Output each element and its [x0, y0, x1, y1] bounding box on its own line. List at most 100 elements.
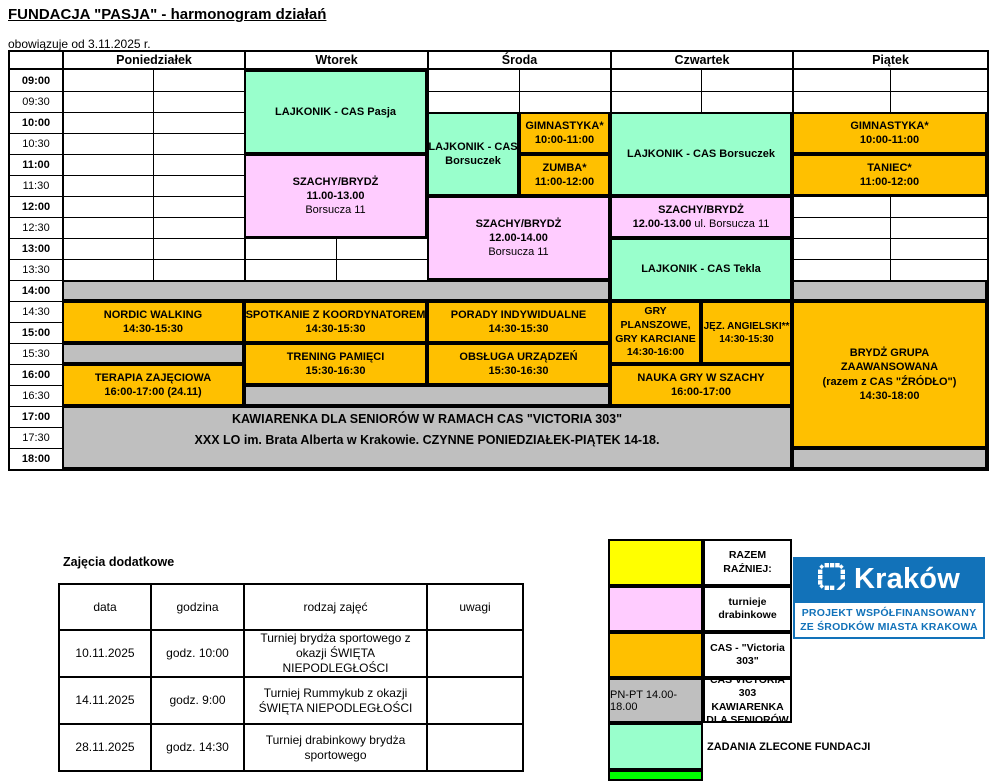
grid-cell — [792, 91, 890, 112]
grid-cell — [153, 91, 244, 112]
time-label: 09:00 — [10, 70, 62, 91]
time-label: 12:30 — [10, 217, 62, 238]
event-porady-indywidualne: PORADY INDYWIDUALNE 14:30-15:30 — [427, 301, 610, 343]
grid-cell — [701, 91, 792, 112]
grid-cell — [153, 154, 244, 175]
event-szachy-brydz-sroda: SZACHY/BRYDŻ 12.00-14.00 Borsucza 11 — [427, 196, 610, 280]
kawiarenka-note: KAWIARENKA DLA SENIORÓW W RAMACH CAS "VI… — [194, 412, 660, 447]
corner-cell — [10, 52, 62, 70]
grid-cell — [153, 217, 244, 238]
grid-cell — [792, 238, 890, 259]
event-gimnastyka-piatek: GIMNASTYKA* 10:00-11:00 — [792, 112, 987, 154]
day-header-5: Piątek — [792, 52, 987, 70]
legend-swatch-green — [608, 723, 703, 770]
extra-col-header: rodzaj zajęć — [243, 583, 428, 631]
grid-cell — [62, 196, 153, 217]
time-label: 12:00 — [10, 196, 62, 217]
grid-cell — [519, 91, 610, 112]
grid-cell — [62, 91, 153, 112]
grid-cell — [792, 196, 890, 217]
grid-cell — [890, 259, 987, 280]
event-spotkanie-z-koordynatorem: SPOTKANIE Z KOORDYNATOREM 14:30-15:30 — [244, 301, 427, 343]
grid-cell — [890, 217, 987, 238]
time-label: 10:30 — [10, 133, 62, 154]
grid-cell — [62, 133, 153, 154]
extra-table-head: data godzina rodzaj zajęć uwagi — [58, 583, 524, 631]
time-label: 17:30 — [10, 427, 62, 448]
grid-cell — [62, 175, 153, 196]
legend-swatch-pink — [608, 586, 703, 632]
legend-label: CAS VICTORIA 303 KAWIARENKA DLA SENIORÓW — [703, 674, 792, 726]
event-szachy-brydz-czwartek: SZACHY/BRYDŻ 12.00-13.00 ul. Borsucza 11 — [610, 196, 792, 238]
grid-cell — [62, 70, 153, 91]
event-jez-angielski: JĘZ. ANGIELSKI** 14:30-15:30 — [701, 301, 792, 364]
extra-table-body: 10.11.2025 godz. 10:00 Turniej brydża spor… — [58, 629, 524, 772]
legend-label: turnieje drabinkowe — [703, 586, 792, 632]
event-terapia-zajeciowa: TERAPIA ZAJĘCIOWA 16:00-17:00 (24.11) — [62, 364, 244, 406]
day-header-2: Wtorek — [244, 52, 427, 70]
event-brydz-grupa-zaawansowana: BRYDŻ GRUPA ZAAWANSOWANA (razem z CAS "ŹRÓ… — [792, 301, 987, 448]
closed-zone — [62, 343, 244, 364]
extra-table-cell: godz. 14:30 — [150, 723, 245, 772]
grid-cell — [153, 175, 244, 196]
extra-table-cell — [426, 629, 524, 678]
grid-cell — [336, 238, 427, 259]
day-header-3: Środa — [427, 52, 610, 70]
krakow-caption-line2: ZE ŚRODKÓW MIASTA KRAKOWA — [800, 621, 978, 633]
extra-table-cell — [426, 723, 524, 772]
grid-cell — [336, 259, 427, 280]
grid-cell — [62, 217, 153, 238]
closed-zone — [62, 280, 610, 301]
schedule-table: Poniedziałek Wtorek Środa Czwartek Piątek 09:… — [8, 50, 989, 471]
grid-cell — [62, 238, 153, 259]
time-label: 18:00 — [10, 448, 62, 469]
grid-cell — [890, 196, 987, 217]
event-szachy-brydz-wtorek: SZACHY/BRYDŻ 11.00-13.00 Borsucza 11 — [244, 154, 427, 238]
event-taniec: TANIEC* 11:00-12:00 — [792, 154, 987, 196]
grid-cell — [890, 70, 987, 91]
time-label: 10:00 — [10, 112, 62, 133]
extra-table-row: 28.11.2025 godz. 14:30 Turniej drabinkowy … — [58, 723, 524, 772]
extra-table-cell: 10.11.2025 — [58, 629, 152, 678]
grid-cell — [153, 70, 244, 91]
event-lajkonik-cas-borsuczek-czwartek: LAJKONIK - CAS Borsuczek — [610, 112, 792, 196]
time-label: 14:00 — [10, 280, 62, 301]
event-nordic-walking: NORDIC WALKING 14:30-15:30 — [62, 301, 244, 343]
grid-cell — [427, 70, 519, 91]
time-label: 11:30 — [10, 175, 62, 196]
grid-cell — [153, 133, 244, 154]
event-lajkonik-cas-pasja: LAJKONIK - CAS Pasja — [244, 70, 427, 154]
closed-zone — [792, 448, 987, 469]
legend-label: CAS - "Victoria 303" — [703, 632, 792, 678]
extra-table-row: 10.11.2025 godz. 10:00 Turniej brydża spor… — [58, 629, 524, 678]
event-zumba: ZUMBA* 11:00-12:00 — [519, 154, 610, 196]
day-header-1: Poniedziałek — [62, 52, 244, 70]
legend-label: RAZEM RAŹNIEJ: — [703, 539, 792, 586]
grid-cell — [890, 238, 987, 259]
event-obsluga-urzadzen: OBSŁUGA URZĄDZEŃ 15:30-16:30 — [427, 343, 610, 385]
grid-cell — [610, 91, 701, 112]
time-label: 17:00 — [10, 406, 62, 427]
time-label: 13:30 — [10, 259, 62, 280]
grid-cell — [62, 259, 153, 280]
extra-table-cell: godz. 9:00 — [150, 676, 245, 725]
closed-zone — [792, 280, 987, 301]
day-header-4: Czwartek — [610, 52, 792, 70]
extra-table-cell: Turniej drabinkowy brydża sportowego — [243, 723, 428, 772]
extra-table-row: 14.11.2025 godz. 9:00 Turniej Rummykub z o… — [58, 676, 524, 725]
grid-cell — [153, 196, 244, 217]
extra-table-cell: 28.11.2025 — [58, 723, 152, 772]
extra-table-cell: 14.11.2025 — [58, 676, 152, 725]
krakow-logo-icon — [818, 563, 846, 595]
krakow-wordmark: Kraków — [854, 562, 960, 595]
grid-cell — [792, 70, 890, 91]
krakow-logo: Kraków PROJEKT WSPÓŁFINANSOWANY ZE ŚRODK… — [793, 557, 985, 639]
legend-swatch-bright_green — [608, 770, 703, 781]
legend-swatch-gray: PN-PT 14.00-18.00 — [608, 678, 703, 723]
grid-cell — [610, 70, 701, 91]
grid-cell — [62, 112, 153, 133]
grid-cell — [890, 91, 987, 112]
event-nauka-gry-w-szachy: NAUKA GRY W SZACHY 16:00-17:00 — [610, 364, 792, 406]
event-lajkonik-cas-tekla: LAJKONIK - CAS Tekla — [610, 238, 792, 301]
krakow-caption: PROJEKT WSPÓŁFINANSOWANY ZE ŚRODKÓW MIAS… — [793, 601, 985, 639]
